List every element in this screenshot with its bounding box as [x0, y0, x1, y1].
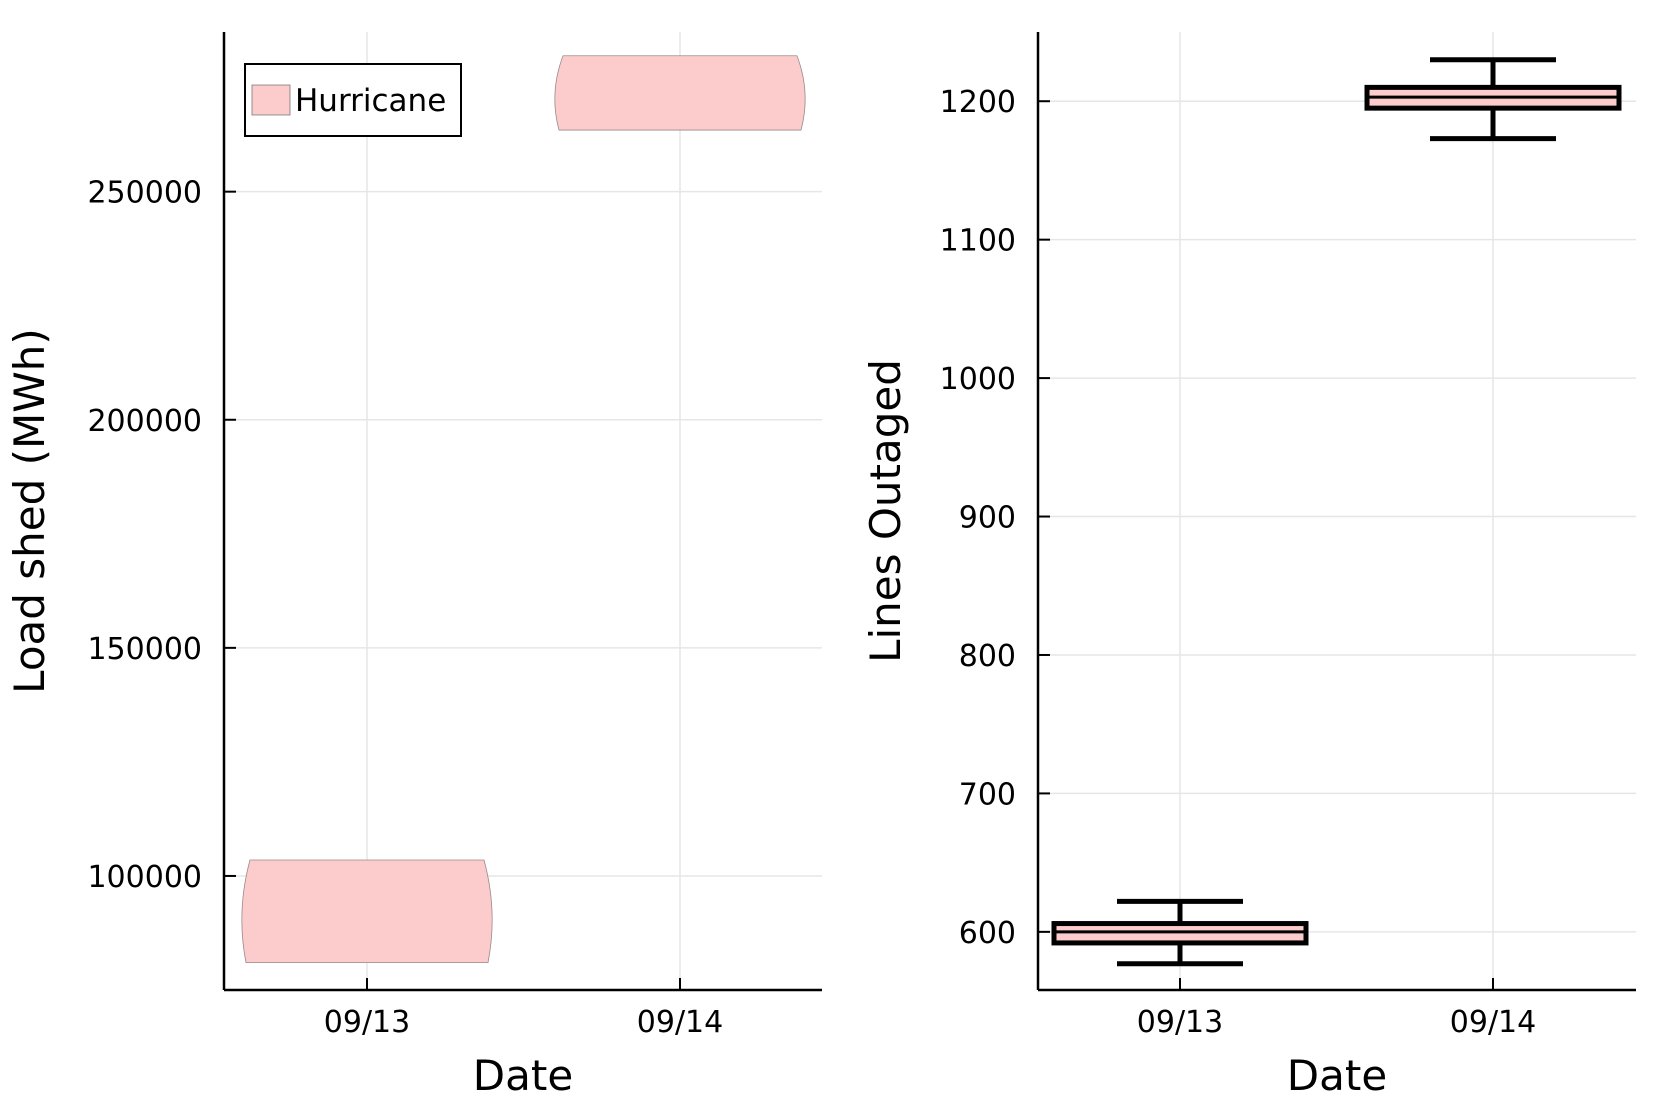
- right-boxes: [1051, 57, 1622, 967]
- legend: Hurricane: [244, 63, 462, 137]
- right-x-axis-title: Date: [1287, 1051, 1387, 1100]
- right-x-tick-label: 09/13: [1137, 1005, 1223, 1040]
- right-y-tick-label: 800: [959, 639, 1016, 674]
- right-x-tick-label: 09/14: [1450, 1005, 1536, 1040]
- left-ticks: 09/13 09/14 100000 150000 200000 250000: [87, 176, 723, 1040]
- violin-09-13: [241, 859, 493, 964]
- legend-swatch-hurricane: [251, 84, 291, 116]
- left-y-tick-label: 100000: [87, 860, 202, 895]
- right-y-tick-label: 1100: [940, 224, 1016, 259]
- right-y-axis-title: Lines Outaged: [861, 359, 910, 663]
- left-y-tick-label: 200000: [87, 404, 202, 439]
- left-violins: [241, 55, 806, 964]
- right-y-tick-label: 1200: [940, 85, 1016, 120]
- left-x-tick-label: 09/13: [324, 1005, 410, 1040]
- right-grid: [1038, 32, 1636, 990]
- left-y-tick-label: 250000: [87, 176, 202, 211]
- left-y-axis-title: Load shed (MWh): [5, 328, 54, 694]
- right-y-tick-label: 1000: [940, 362, 1016, 397]
- right-y-tick-label: 600: [959, 916, 1016, 951]
- right-y-tick-label: 700: [959, 777, 1016, 812]
- left-x-axis-title: Date: [473, 1051, 573, 1100]
- left-x-tick-label: 09/14: [637, 1005, 723, 1040]
- legend-label-hurricane: Hurricane: [295, 83, 446, 119]
- violin-09-14: [554, 55, 806, 131]
- left-y-tick-label: 150000: [87, 632, 202, 667]
- right-ticks: 09/13 09/14 600 700 800 900 1000 1100 1200: [940, 85, 1537, 1040]
- right-y-tick-label: 900: [959, 501, 1016, 536]
